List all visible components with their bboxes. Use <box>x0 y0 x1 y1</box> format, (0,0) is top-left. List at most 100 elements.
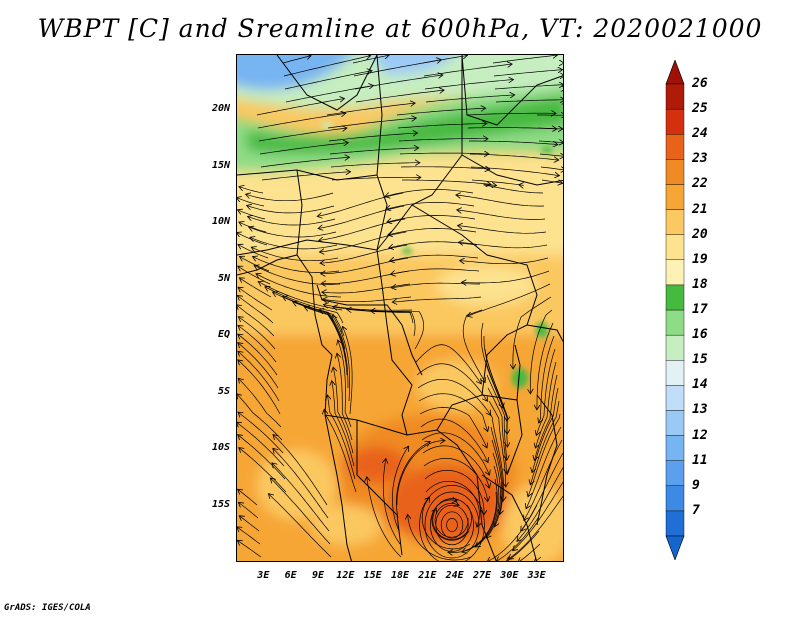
streamline <box>237 198 265 207</box>
streamline <box>431 500 470 541</box>
streamline <box>492 55 557 64</box>
streamline <box>528 413 561 496</box>
streamline <box>239 288 273 311</box>
streamline <box>483 185 544 194</box>
streamline <box>328 396 356 480</box>
lat-label: 5N <box>217 272 230 284</box>
streamline <box>537 348 556 435</box>
streamline <box>493 70 562 77</box>
colorbar-label: 21 <box>692 201 708 217</box>
streamline <box>509 495 563 559</box>
colorbar-label: 9 <box>692 477 700 493</box>
streamline <box>519 543 541 561</box>
streamline <box>251 238 338 250</box>
streamline <box>240 278 272 298</box>
colorbar-segment <box>665 410 685 436</box>
lon-label: 18E <box>390 570 410 581</box>
streamline <box>238 541 262 558</box>
streamline <box>282 56 310 64</box>
colorbar-segment <box>665 435 685 461</box>
cyclone-streamline <box>419 485 485 561</box>
streamline <box>238 296 274 324</box>
lat-label: 5S <box>217 385 230 397</box>
streamline <box>536 361 557 447</box>
colorbar-label: 20 <box>692 226 708 242</box>
grads-credit: GrADS: IGES/COLA <box>4 603 91 613</box>
lat-label: EQ <box>217 329 230 341</box>
lon-label: 12E <box>336 570 355 581</box>
lat-label: 15N <box>211 159 230 171</box>
streamline <box>238 527 261 545</box>
colorbar-label: 14 <box>692 377 708 393</box>
lon-label: 24E <box>445 570 464 581</box>
streamline <box>388 215 476 222</box>
colorbar-segment <box>665 460 685 486</box>
streamline <box>421 432 489 475</box>
streamline <box>419 407 487 447</box>
colorbar <box>665 60 685 560</box>
colorbar-segment <box>665 259 685 286</box>
streamline <box>387 202 475 209</box>
streamline <box>273 464 330 532</box>
lon-label: 9E <box>311 570 325 581</box>
streamline <box>261 172 350 181</box>
streamline <box>513 481 563 550</box>
streamline <box>433 504 472 540</box>
streamline <box>507 530 540 561</box>
lat-label: 10S <box>211 442 230 454</box>
streamline <box>348 309 416 337</box>
lon-label: 15E <box>363 570 382 581</box>
streamline <box>332 382 355 467</box>
streamline <box>393 296 482 302</box>
streamline <box>256 99 344 116</box>
colorbar-segment <box>665 485 685 512</box>
streamline <box>274 435 328 506</box>
colorbar-segment <box>665 360 685 386</box>
streamline <box>424 469 484 514</box>
colorbar-segment <box>665 385 685 411</box>
streamline <box>422 445 489 487</box>
lon-label: 27E <box>472 570 492 581</box>
streamline <box>320 310 349 388</box>
colorbar-segment <box>665 108 685 135</box>
streamline <box>494 85 563 90</box>
colorbar-segment <box>665 209 685 235</box>
colorbar-segment <box>665 334 685 361</box>
streamline <box>469 140 557 145</box>
streamline <box>239 352 280 402</box>
streamline <box>541 180 562 183</box>
streamline <box>463 478 498 552</box>
streamline <box>532 387 559 472</box>
colorbar-label: 26 <box>692 76 708 91</box>
streamline <box>524 439 563 520</box>
streamlines <box>237 55 563 561</box>
lat-label: 10N <box>211 216 230 228</box>
streamline <box>386 189 474 197</box>
streamline <box>250 227 337 238</box>
lon-label: 33E <box>527 570 546 581</box>
streamline <box>489 413 504 500</box>
cyclone-streamline <box>440 511 464 539</box>
streamline <box>491 439 503 526</box>
colorbar-label: 18 <box>692 276 708 292</box>
streamline <box>538 141 563 143</box>
streamline <box>259 143 347 155</box>
streamline <box>274 449 329 519</box>
streamline <box>333 368 354 454</box>
colorbar-segment <box>665 159 685 185</box>
streamline <box>239 361 281 415</box>
streamline <box>495 100 563 102</box>
streamline <box>398 139 487 141</box>
streamline <box>269 494 332 558</box>
streamline <box>530 309 553 393</box>
streamline <box>239 317 276 350</box>
streamline <box>425 480 479 526</box>
colorbar-label: 23 <box>692 151 708 167</box>
colorbar-segment <box>665 83 685 110</box>
streamline <box>449 491 497 553</box>
lat-label: 20N <box>211 103 230 115</box>
streamline <box>240 516 260 532</box>
streamline <box>457 195 545 207</box>
streamline <box>527 426 562 508</box>
streamline <box>420 418 488 462</box>
